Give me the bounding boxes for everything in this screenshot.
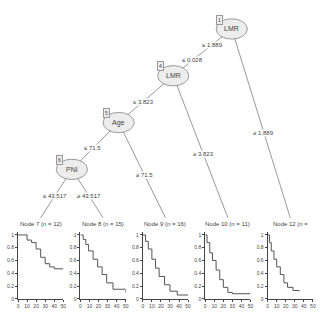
svg-text:30: 30	[105, 303, 111, 309]
svg-text:50: 50	[123, 303, 129, 309]
svg-text:50: 50	[60, 303, 66, 309]
svg-text:0.8: 0.8	[257, 244, 264, 250]
svg-text:1: 1	[74, 232, 77, 238]
svg-text:6: 6	[58, 157, 61, 163]
svg-text:≤ 43.517: ≤ 43.517	[43, 193, 67, 199]
svg-text:0.2: 0.2	[194, 283, 201, 289]
svg-text:40: 40	[114, 303, 120, 309]
svg-text:Node 12 (n =: Node 12 (n =	[273, 221, 308, 227]
svg-text:1: 1	[261, 232, 264, 238]
svg-text:0.4: 0.4	[194, 270, 201, 276]
svg-text:40: 40	[176, 303, 182, 309]
svg-text:1: 1	[218, 17, 221, 23]
svg-text:0: 0	[17, 303, 20, 309]
svg-text:≥ 1.889: ≥ 1.889	[253, 130, 274, 136]
svg-text:≥ 3.823: ≥ 3.823	[193, 151, 214, 157]
svg-text:0: 0	[136, 296, 139, 302]
svg-text:10: 10	[87, 303, 93, 309]
svg-text:≥ 71.5: ≥ 71.5	[136, 172, 153, 178]
svg-text:50: 50	[248, 303, 254, 309]
svg-text:0.6: 0.6	[7, 257, 14, 263]
svg-text:0.4: 0.4	[69, 270, 76, 276]
svg-text:≥ 43.517: ≥ 43.517	[77, 193, 101, 199]
svg-text:50: 50	[185, 303, 191, 309]
svg-text:0.6: 0.6	[69, 257, 76, 263]
svg-text:20: 20	[96, 303, 102, 309]
svg-text:0.8: 0.8	[69, 244, 76, 250]
svg-text:Node 8 (n = 15): Node 8 (n = 15)	[82, 221, 124, 227]
svg-text:0.6: 0.6	[194, 257, 201, 263]
svg-text:10: 10	[24, 303, 30, 309]
svg-text:20: 20	[283, 303, 289, 309]
svg-text:0: 0	[204, 303, 207, 309]
svg-text:0.2: 0.2	[7, 283, 14, 289]
svg-text:10: 10	[212, 303, 218, 309]
svg-text:≤ 0.028: ≤ 0.028	[182, 57, 203, 63]
svg-text:0.8: 0.8	[132, 244, 139, 250]
svg-text:0.2: 0.2	[257, 283, 264, 289]
svg-text:50: 50	[310, 303, 316, 309]
svg-text:30: 30	[167, 303, 173, 309]
svg-text:LMR: LMR	[166, 72, 181, 79]
svg-text:30: 30	[230, 303, 236, 309]
svg-text:1: 1	[198, 232, 201, 238]
svg-text:0: 0	[261, 296, 264, 302]
svg-text:0.4: 0.4	[132, 270, 139, 276]
svg-text:0.8: 0.8	[7, 244, 14, 250]
svg-text:1: 1	[11, 232, 14, 238]
svg-text:10: 10	[274, 303, 280, 309]
svg-text:5: 5	[105, 110, 108, 116]
svg-text:0: 0	[74, 296, 77, 302]
svg-text:≤ 1.889: ≤ 1.889	[202, 42, 223, 48]
svg-text:4: 4	[159, 63, 162, 69]
svg-text:20: 20	[221, 303, 227, 309]
svg-text:40: 40	[301, 303, 307, 309]
svg-text:0: 0	[198, 296, 201, 302]
svg-text:Node 10 (n = 11): Node 10 (n = 11)	[205, 221, 250, 227]
svg-text:Node 9 (n = 16): Node 9 (n = 16)	[144, 221, 186, 227]
svg-text:1: 1	[136, 232, 139, 238]
svg-text:≤ 71.5: ≤ 71.5	[84, 145, 101, 151]
svg-text:0.4: 0.4	[257, 270, 264, 276]
svg-text:20: 20	[33, 303, 39, 309]
svg-text:30: 30	[42, 303, 48, 309]
svg-text:10: 10	[149, 303, 155, 309]
svg-text:0.6: 0.6	[132, 257, 139, 263]
svg-text:0.8: 0.8	[194, 244, 201, 250]
svg-text:0.2: 0.2	[132, 283, 139, 289]
svg-text:40: 40	[51, 303, 57, 309]
svg-text:Node 7 (n = 12): Node 7 (n = 12)	[20, 221, 62, 227]
svg-text:0.4: 0.4	[7, 270, 14, 276]
svg-text:30: 30	[292, 303, 298, 309]
svg-text:0: 0	[79, 303, 82, 309]
svg-text:0: 0	[11, 296, 14, 302]
svg-text:0.2: 0.2	[69, 283, 76, 289]
svg-text:PNI: PNI	[66, 166, 78, 173]
svg-text:0: 0	[141, 303, 144, 309]
svg-text:20: 20	[158, 303, 164, 309]
svg-text:0.6: 0.6	[257, 257, 264, 263]
svg-text:Age: Age	[112, 119, 125, 127]
svg-text:≤ 3.823: ≤ 3.823	[133, 99, 154, 105]
svg-text:LMR: LMR	[224, 25, 239, 32]
svg-text:40: 40	[239, 303, 245, 309]
svg-text:0: 0	[266, 303, 269, 309]
